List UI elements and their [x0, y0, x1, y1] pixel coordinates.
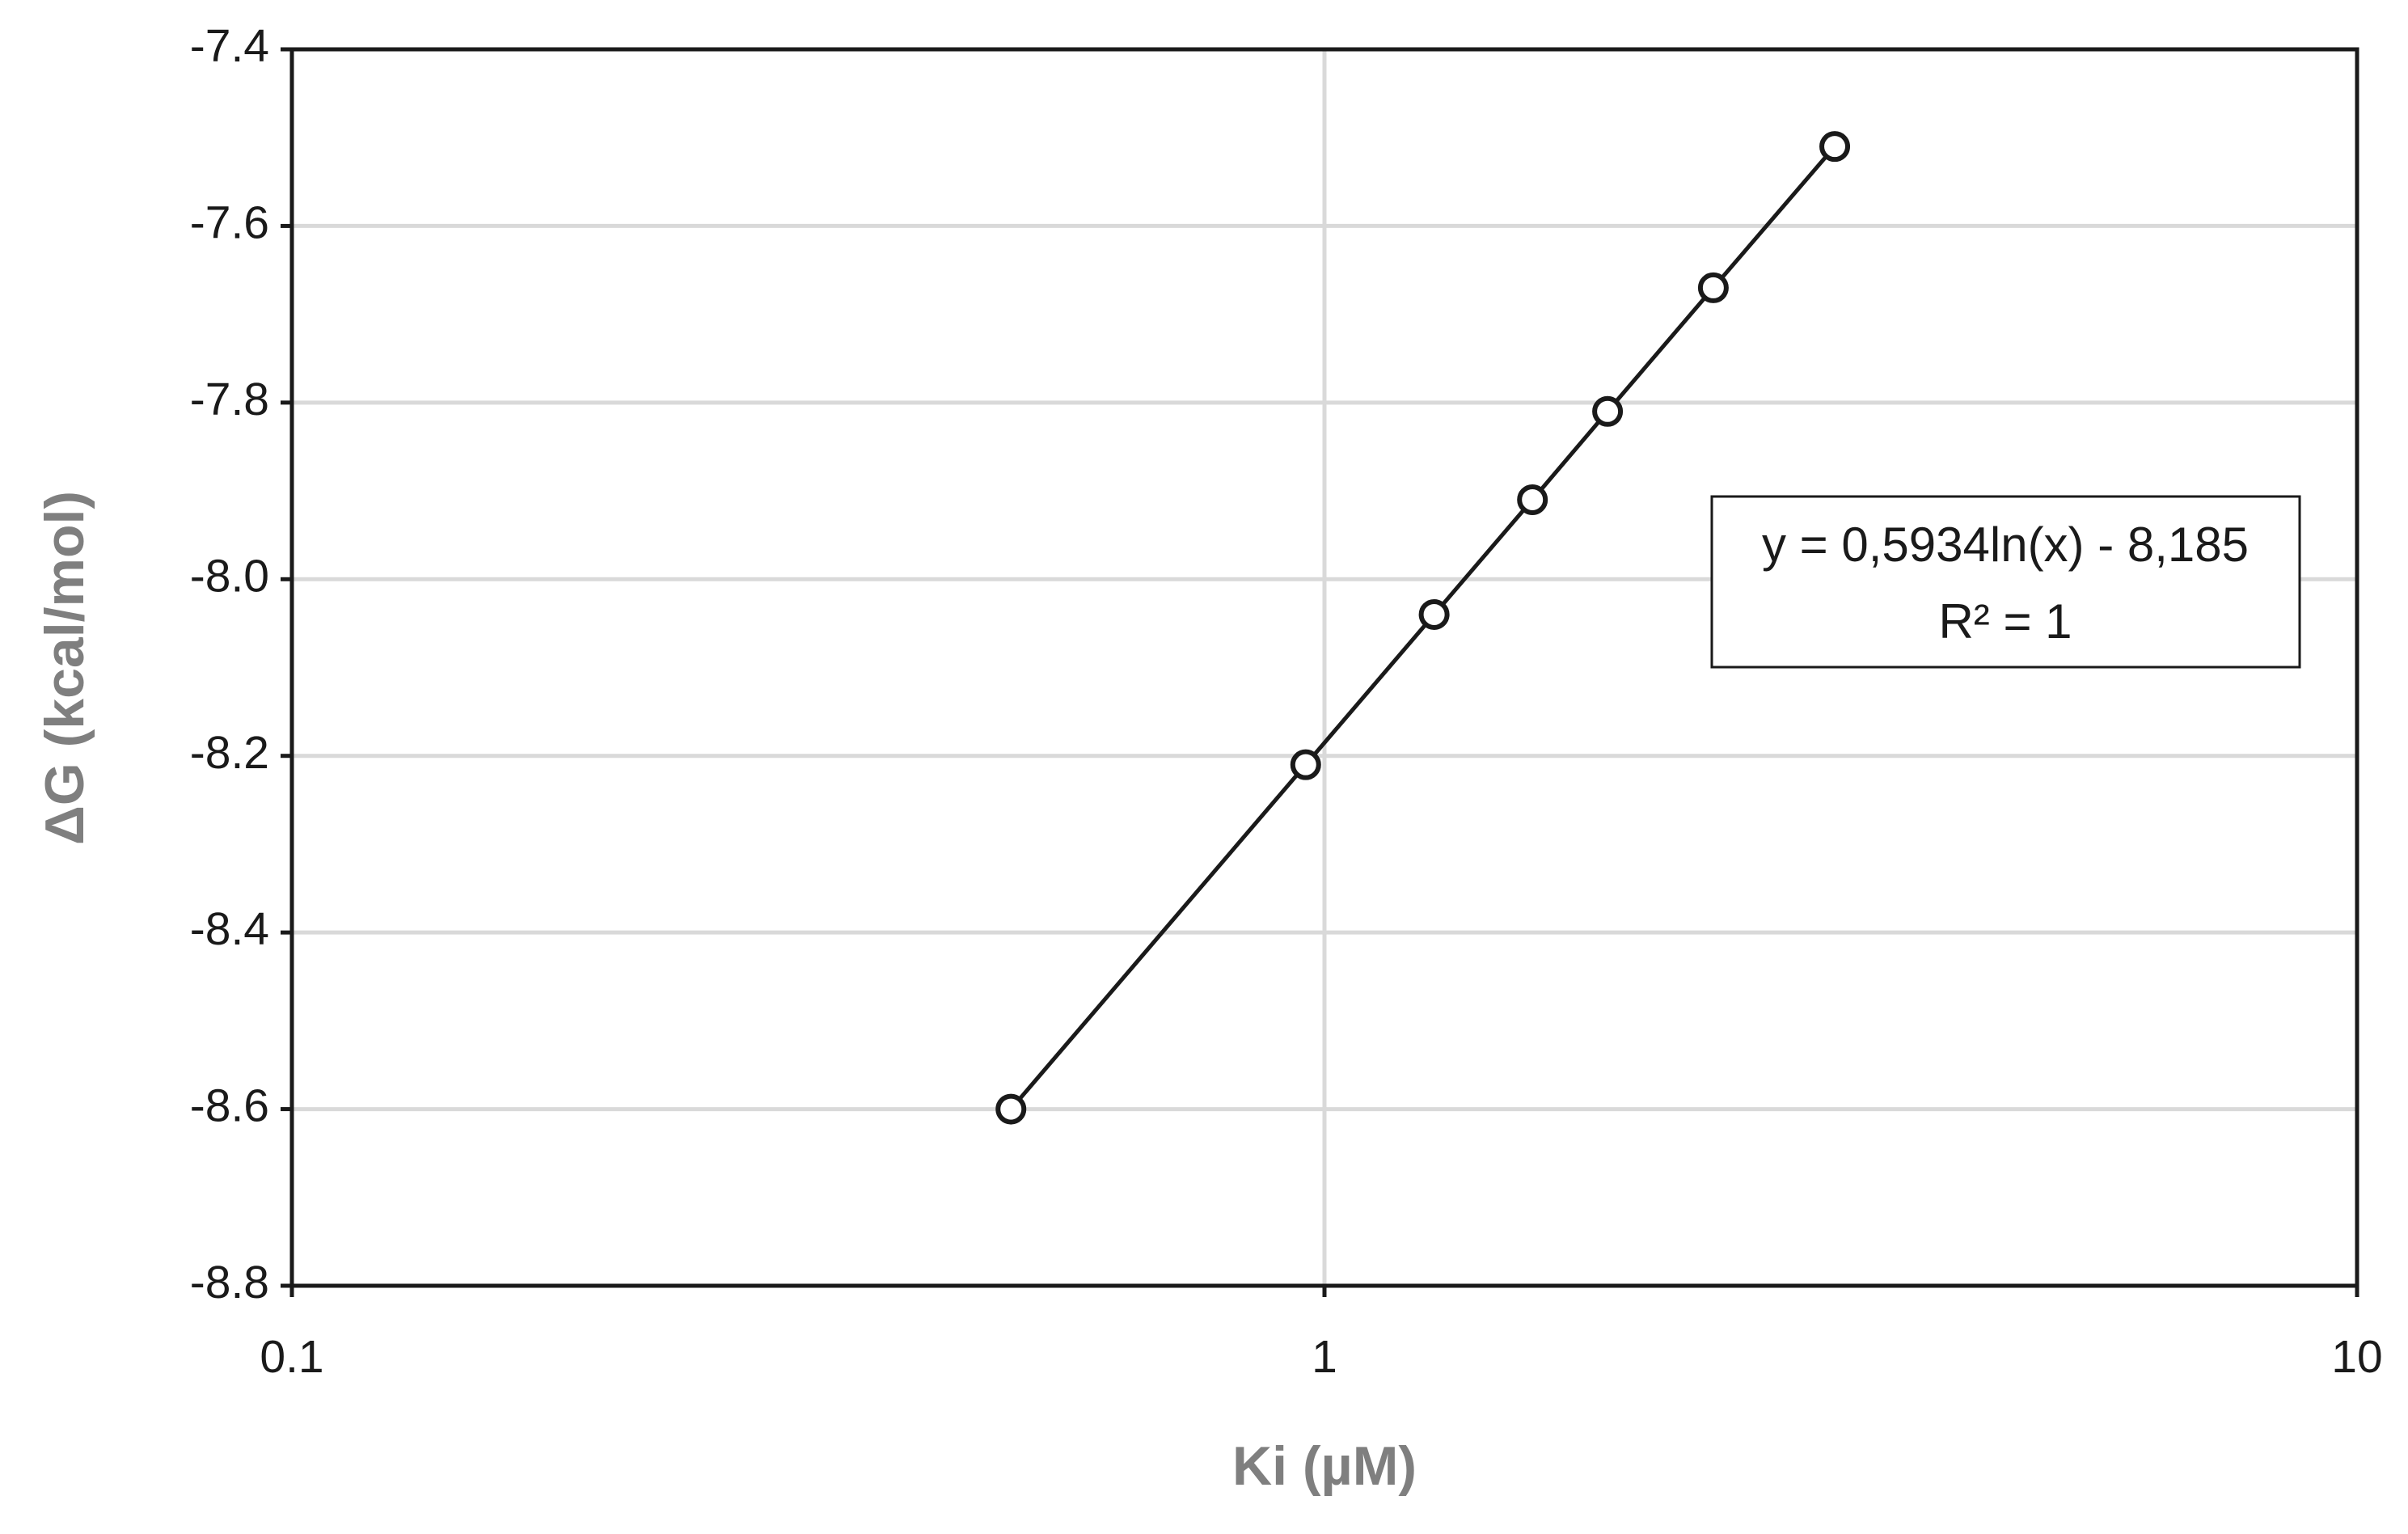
- annotation-box: [1710, 495, 2301, 669]
- y-tick-label: -7.6: [190, 197, 269, 248]
- plot-frame: [289, 47, 2359, 1288]
- y-tick-label: -7.8: [190, 374, 269, 425]
- y-tick-label: -8.2: [190, 727, 269, 779]
- data-point: [1290, 749, 1321, 780]
- equation: y = 0,5934ln(x) - 8,185: [1762, 518, 2249, 572]
- y-tick-label: -8.6: [190, 1080, 269, 1132]
- y-tick-label: -7.4: [190, 20, 269, 72]
- x-tick-label: 0.1: [260, 1331, 323, 1383]
- data-point: [1517, 484, 1548, 515]
- x-axis-title: Ki (µM): [1232, 1435, 1417, 1497]
- x-tick-label: 1: [1312, 1331, 1337, 1383]
- y-axis-title: ΔG (kcal/mol): [34, 491, 95, 845]
- data-point: [995, 1093, 1027, 1125]
- y-tick-label: -8.8: [190, 1257, 269, 1308]
- y-tick-label: -8.4: [190, 903, 269, 955]
- y-tick-label: -8.0: [190, 550, 269, 602]
- x-tick-label: 10: [2331, 1331, 2382, 1383]
- data-point: [1697, 272, 1729, 303]
- r-squared: R² = 1: [1938, 594, 2072, 649]
- data-point: [1592, 395, 1624, 427]
- data-point: [1418, 598, 1450, 630]
- data-point: [1819, 131, 1851, 163]
